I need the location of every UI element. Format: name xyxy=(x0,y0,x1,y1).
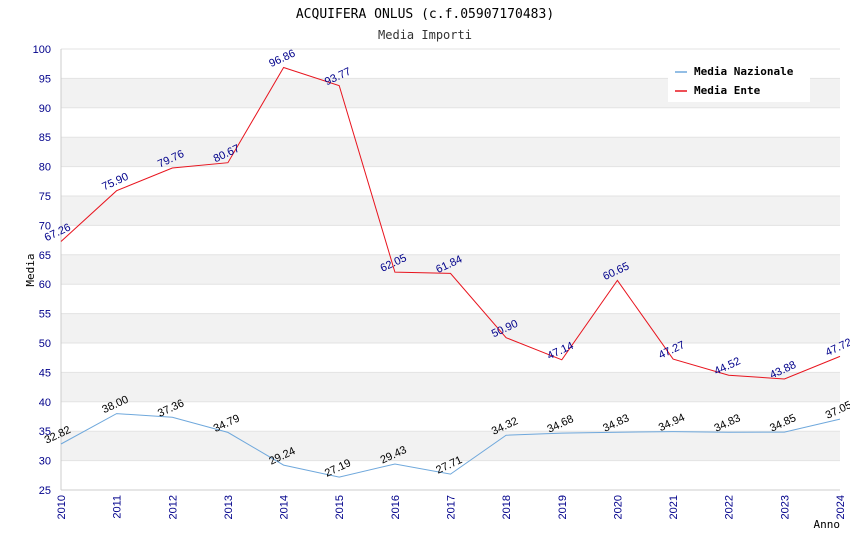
grid-band xyxy=(61,284,840,314)
grid-band xyxy=(61,137,840,167)
y-tick-label: 80 xyxy=(39,162,51,174)
y-tick-label: 90 xyxy=(39,103,51,115)
x-tick-label: 2013 xyxy=(223,495,235,519)
x-tick-label: 2023 xyxy=(779,495,791,519)
legend: Media Nazionale Media Ente xyxy=(668,60,810,102)
x-tick-label: 2012 xyxy=(167,495,179,519)
legend-label-media-nazionale: Media Nazionale xyxy=(694,65,794,78)
grid-band xyxy=(61,460,840,490)
grid-band xyxy=(61,254,840,285)
grid-band xyxy=(61,107,840,138)
legend-label-media-ente: Media Ente xyxy=(694,84,761,97)
x-tick-label: 2021 xyxy=(668,495,680,519)
legend-box xyxy=(668,60,810,102)
grid-band xyxy=(61,225,840,255)
x-tick-label: 2024 xyxy=(835,495,847,519)
x-tick-label: 2014 xyxy=(279,495,291,519)
x-tick-label: 2015 xyxy=(334,495,346,519)
y-tick-label: 100 xyxy=(33,44,51,56)
x-tick-label: 2017 xyxy=(446,495,458,519)
y-tick-label: 40 xyxy=(39,397,51,409)
grid-band xyxy=(61,196,840,226)
x-axis-ticks: 2010 2011 2012 2013 2014 2015 2016 2017 2018 2019… xyxy=(56,495,847,519)
y-tick-label: 60 xyxy=(39,279,51,291)
y-tick-label: 75 xyxy=(39,191,51,203)
y-axis-label: Media xyxy=(24,253,37,286)
y-tick-label: 50 xyxy=(39,338,51,350)
series-layer xyxy=(60,66,841,478)
y-tick-label: 85 xyxy=(39,132,51,144)
grid-band xyxy=(61,343,840,373)
x-tick-label: 2018 xyxy=(501,495,513,519)
grid-band xyxy=(61,166,840,196)
x-tick-label: 2019 xyxy=(557,495,569,519)
x-tick-label: 2016 xyxy=(390,495,402,519)
x-axis-label: Anno xyxy=(814,518,841,531)
grid-band xyxy=(61,372,840,402)
y-tick-label: 95 xyxy=(39,73,51,85)
y-tick-label: 25 xyxy=(39,485,51,497)
grid-band xyxy=(61,401,840,432)
y-tick-label: 55 xyxy=(39,309,51,321)
x-tick-label: 2011 xyxy=(112,495,124,519)
y-tick-label: 30 xyxy=(39,456,51,468)
chart-title: ACQUIFERA ONLUS (c.f.05907170483) xyxy=(296,7,554,22)
x-tick-label: 2020 xyxy=(612,495,624,519)
y-tick-label: 65 xyxy=(39,250,51,262)
y-axis-ticks: 25 30 35 40 45 50 55 60 65 70 75 80 85 90 95 100 xyxy=(33,44,51,497)
chart-subtitle: Media Importi xyxy=(378,28,472,42)
x-tick-label: 2010 xyxy=(56,495,68,519)
grid-band xyxy=(61,313,840,343)
series-line-media-nazionale xyxy=(60,413,841,478)
y-tick-label: 45 xyxy=(39,367,51,379)
grid-bands xyxy=(61,49,840,490)
grid-band xyxy=(61,431,840,461)
series-line-media-ente xyxy=(60,66,841,380)
y-tick-label: 35 xyxy=(39,426,51,438)
y-tick-label: 70 xyxy=(39,220,51,232)
x-tick-label: 2022 xyxy=(724,495,736,519)
